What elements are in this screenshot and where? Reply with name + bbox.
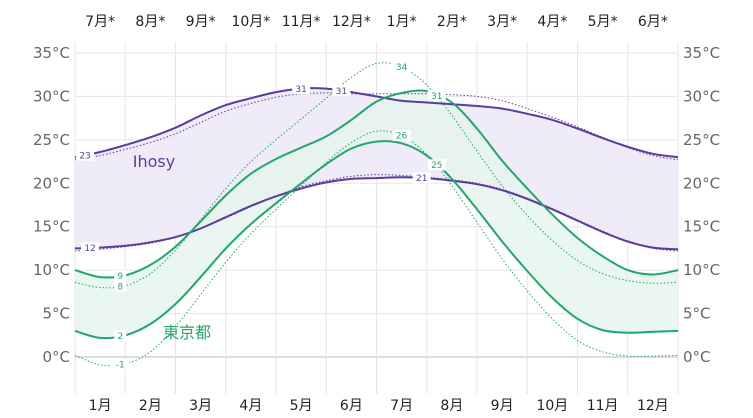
bottom-month-label: 5月	[290, 398, 313, 414]
data-label: 31	[336, 87, 347, 97]
y-tick-label-right: 15°C	[683, 218, 720, 236]
y-tick-label-right: 25°C	[683, 131, 720, 149]
data-label: 34	[396, 63, 408, 73]
reference-line-high	[74, 92, 679, 161]
top-month-label: 10月*	[231, 14, 270, 30]
bottom-month-label: 10月	[536, 398, 568, 414]
y-tick-label-left: 5°C	[42, 305, 70, 323]
data-label: 31	[431, 92, 442, 102]
series-name-label: 東京都	[163, 323, 211, 342]
data-label-bg	[114, 270, 127, 282]
y-tick-label-right: 30°C	[683, 87, 720, 105]
y-tick-label-left: 0°C	[42, 348, 70, 366]
range-band	[75, 91, 678, 338]
data-label: 21	[416, 174, 427, 184]
y-tick-label-left: 10°C	[33, 261, 70, 279]
top-month-label: 7月*	[85, 14, 115, 30]
data-label-bg	[292, 83, 311, 95]
top-month-label: 11月*	[282, 14, 321, 30]
y-tick-label-right: 20°C	[683, 174, 720, 192]
top-month-label: 5月*	[588, 14, 618, 30]
reference-line-low	[74, 130, 679, 367]
top-month-label: 8月*	[135, 14, 165, 30]
data-label-bg	[114, 280, 127, 292]
bottom-month-label: 3月	[189, 398, 212, 414]
y-tick-labels: 0°C 0°C 5°C 5°C 10°C 10°C 15°C 15°C 20°C 20°C 25°C…	[33, 44, 720, 366]
month-labels: 7月* 8月* 9月* 10月* 11月* 12月* 1月* 2月* 3月* 4月* 5月* 6月* 1…	[85, 14, 669, 414]
top-month-label: 3月*	[487, 14, 517, 30]
data-label: 8	[117, 282, 123, 292]
series-line-low	[74, 176, 679, 251]
data-label: 25	[431, 161, 442, 171]
data-labels: 23 31 31 12 21 9 31 2 25 34 8 26 -1	[76, 61, 446, 370]
data-label-bg	[114, 330, 127, 342]
series-line-high	[74, 89, 679, 279]
bottom-month-label: 2月	[139, 398, 162, 414]
y-tick-label-left: 20°C	[33, 174, 70, 192]
top-month-label: 4月*	[537, 14, 567, 30]
series-name-label: Ihosy	[133, 152, 175, 171]
data-label-bg	[392, 61, 411, 73]
data-label: 9	[117, 272, 123, 282]
data-label: 2	[117, 332, 123, 342]
data-label: 12	[84, 244, 95, 254]
bottom-month-label: 1月	[89, 398, 112, 414]
series-names: Ihosy 東京都	[133, 152, 211, 342]
data-label-bg	[81, 242, 100, 254]
data-label-bg	[332, 85, 351, 97]
range-bands	[75, 88, 678, 338]
series-line-high	[74, 87, 679, 159]
data-label: 31	[295, 85, 306, 95]
data-label-bg	[111, 358, 130, 370]
bottom-month-label: 11月	[587, 398, 619, 414]
y-tick-label-left: 30°C	[33, 87, 70, 105]
y-tick-label-right: 5°C	[683, 305, 711, 323]
data-label-bg	[427, 159, 446, 171]
top-month-label: 6月*	[638, 14, 668, 30]
y-tick-label-left: 15°C	[33, 218, 70, 236]
y-tick-label-right: 0°C	[683, 348, 711, 366]
y-tick-label-left: 35°C	[33, 44, 70, 62]
top-month-label: 2月*	[437, 14, 467, 30]
bottom-month-label: 12月	[637, 398, 669, 414]
top-month-label: 12月*	[332, 14, 371, 30]
bottom-month-label: 7月	[390, 398, 413, 414]
bottom-month-label: 6月	[340, 398, 363, 414]
data-label-bg	[392, 130, 411, 142]
data-label-bg	[412, 172, 431, 184]
data-label-bg	[76, 149, 95, 161]
y-tick-label-left: 25°C	[33, 131, 70, 149]
y-tick-label-right: 35°C	[683, 44, 720, 62]
reference-line-high	[74, 62, 679, 289]
top-month-label: 9月*	[186, 14, 216, 30]
series-lines	[74, 87, 679, 340]
bottom-month-label: 4月	[239, 398, 262, 414]
series-line-low	[74, 140, 679, 340]
data-label: 26	[396, 132, 408, 142]
data-label: 23	[79, 151, 90, 161]
bottom-month-label: 9月	[491, 398, 514, 414]
top-month-label: 1月*	[387, 14, 417, 30]
bottom-month-label: 8月	[440, 398, 463, 414]
data-label: -1	[116, 360, 125, 370]
data-label-bg	[427, 90, 446, 102]
y-tick-label-right: 10°C	[683, 261, 720, 279]
